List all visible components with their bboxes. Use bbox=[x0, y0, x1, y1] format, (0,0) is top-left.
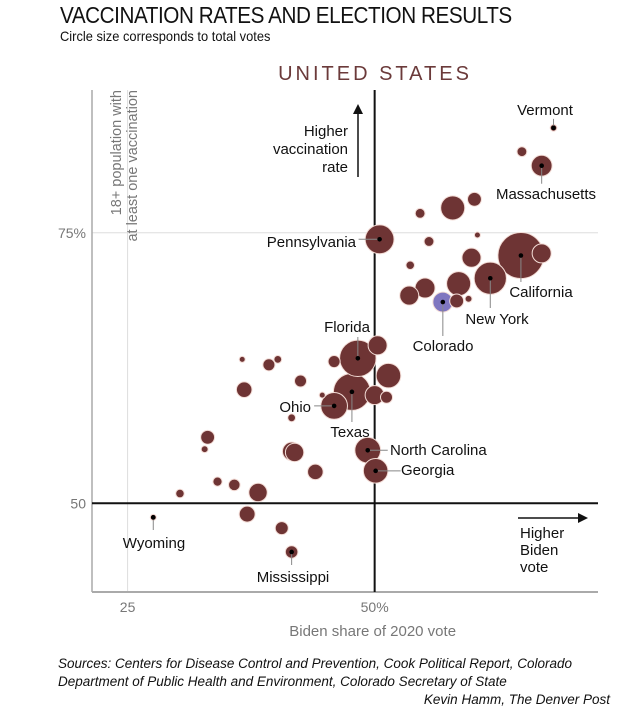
data-label-ohio: Ohio bbox=[279, 399, 311, 416]
annotation-higher-biden: Biden bbox=[520, 542, 558, 559]
sources-line-1: Sources: Centers for Disease Control and… bbox=[58, 656, 573, 671]
data-point bbox=[274, 521, 289, 536]
chart-title: UNITED STATES bbox=[278, 63, 472, 85]
data-point bbox=[262, 358, 276, 372]
data-point bbox=[405, 260, 415, 271]
data-label-mississippi: Mississippi bbox=[257, 569, 330, 586]
data-label-wyoming: Wyoming bbox=[123, 535, 185, 552]
data-point bbox=[238, 505, 256, 523]
data-point bbox=[467, 191, 482, 207]
data-point bbox=[516, 146, 528, 158]
data-point bbox=[307, 463, 324, 481]
data-point bbox=[473, 231, 481, 239]
data-point bbox=[423, 236, 435, 247]
point-center-dot bbox=[518, 253, 524, 258]
annotation-higher-vaccination: rate bbox=[322, 159, 348, 176]
annotation-higher-vaccination: Higher bbox=[304, 123, 348, 140]
y-axis-label: at least one vaccination bbox=[125, 90, 141, 242]
data-label-massachusetts: Massachusetts bbox=[496, 186, 596, 203]
y-tick-label: 75% bbox=[58, 225, 86, 241]
data-point bbox=[464, 294, 473, 303]
point-center-dot bbox=[373, 468, 378, 474]
data-point bbox=[294, 374, 308, 388]
data-point bbox=[248, 482, 268, 503]
data-label-georgia: Georgia bbox=[401, 462, 455, 479]
point-center-dot bbox=[487, 275, 493, 281]
data-point bbox=[531, 243, 552, 264]
data-label-colorado: Colorado bbox=[413, 338, 474, 355]
data-point bbox=[284, 442, 305, 463]
data-point bbox=[238, 355, 246, 363]
data-label-florida: Florida bbox=[324, 319, 371, 336]
point-center-dot bbox=[355, 356, 361, 361]
arrow-right-icon bbox=[578, 513, 588, 523]
data-label-texas: Texas bbox=[330, 424, 369, 441]
data-point bbox=[440, 195, 466, 221]
data-point bbox=[200, 445, 209, 454]
page-title: VACCINATION RATES AND ELECTION RESULTS bbox=[60, 2, 512, 28]
point-center-dot bbox=[440, 299, 446, 305]
data-label-pennsylvania: Pennsylvania bbox=[267, 234, 357, 251]
data-point bbox=[228, 478, 241, 492]
data-point bbox=[273, 355, 283, 364]
annotation-higher-biden: Higher bbox=[520, 525, 564, 542]
arrow-up-icon bbox=[353, 104, 363, 114]
credit: Kevin Hamm, The Denver Post bbox=[423, 692, 610, 707]
y-axis-label: 18+ population with bbox=[109, 90, 125, 215]
data-label-new-york: New York bbox=[465, 311, 529, 328]
point-center-dot bbox=[289, 549, 294, 555]
data-point bbox=[379, 390, 394, 404]
data-point bbox=[200, 429, 216, 445]
x-tick-label: 50% bbox=[361, 599, 389, 615]
data-point bbox=[446, 271, 472, 297]
data-point bbox=[414, 207, 426, 219]
data-label-california: California bbox=[509, 284, 573, 301]
data-point bbox=[461, 247, 482, 268]
data-label-north-carolina: North Carolina bbox=[390, 442, 487, 459]
data-point bbox=[235, 381, 253, 398]
point-center-dot bbox=[377, 237, 382, 242]
data-point bbox=[327, 355, 341, 369]
point-center-dot bbox=[539, 163, 544, 169]
data-label-vermont: Vermont bbox=[517, 102, 574, 119]
annotation-higher-biden: vote bbox=[520, 559, 548, 576]
sources-line-2: Department of Public Health and Environm… bbox=[58, 674, 507, 689]
data-point bbox=[449, 293, 465, 309]
data-point bbox=[375, 362, 402, 389]
data-point bbox=[175, 488, 185, 499]
point-center-dot bbox=[331, 403, 337, 409]
y-tick-label: 50 bbox=[70, 495, 86, 511]
data-point bbox=[212, 476, 223, 487]
data-point bbox=[367, 335, 388, 356]
data-point bbox=[399, 285, 420, 306]
x-tick-label: 25 bbox=[120, 599, 136, 615]
page-subtitle: Circle size corresponds to total votes bbox=[60, 28, 271, 44]
data-point bbox=[287, 413, 297, 423]
point-center-dot bbox=[150, 515, 156, 520]
point-center-dot bbox=[365, 447, 371, 453]
annotation-higher-vaccination: vaccination bbox=[273, 141, 348, 158]
point-center-dot bbox=[349, 389, 355, 395]
x-axis-label: Biden share of 2020 vote bbox=[289, 623, 456, 640]
point-center-dot bbox=[551, 125, 556, 131]
data-point bbox=[318, 391, 326, 399]
